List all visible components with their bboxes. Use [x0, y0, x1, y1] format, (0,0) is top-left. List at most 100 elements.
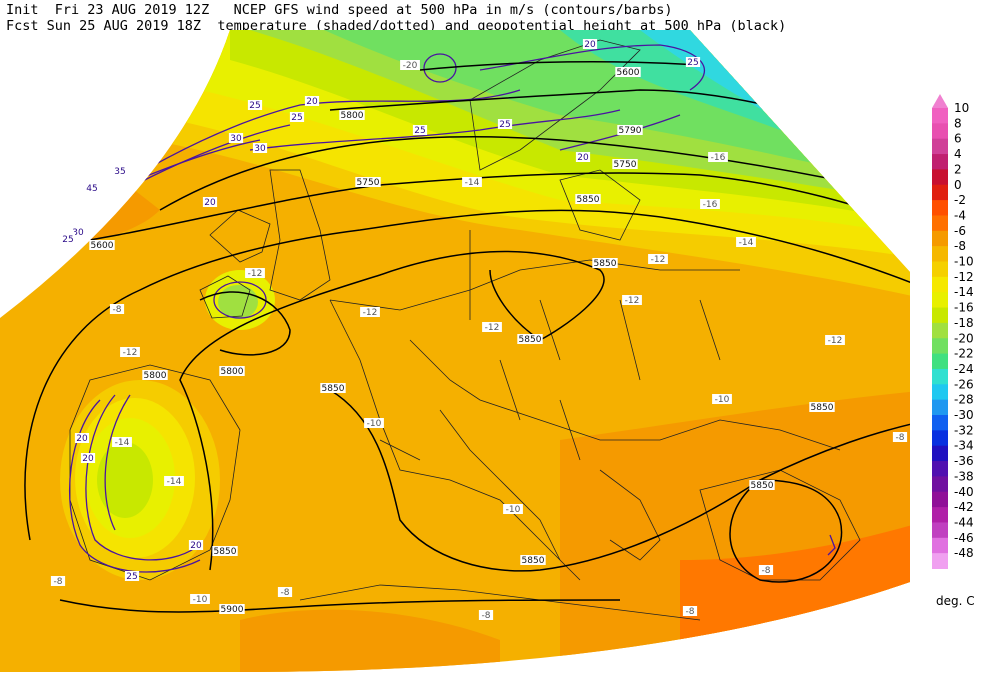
- colorbar-swatch: [932, 322, 948, 339]
- temperature-label-bg: [892, 432, 908, 442]
- colorbar-swatch: [932, 476, 948, 493]
- temperature-label: -8: [113, 305, 122, 315]
- temperature-label-bg: [700, 199, 720, 209]
- temperature-label: -16: [711, 153, 726, 163]
- colorbar-units-label: deg. C: [936, 594, 975, 608]
- colorbar-swatch: [932, 461, 948, 477]
- wind-speed-label: 25: [687, 58, 698, 68]
- temperature-label-bg: [190, 594, 210, 604]
- height-contour-label: 5850: [577, 195, 600, 205]
- temperature-label-bg: [478, 610, 494, 620]
- colorbar-level-label: -8: [954, 239, 966, 253]
- temperature-label: -12: [485, 323, 500, 333]
- temperature-label: -12: [625, 296, 640, 306]
- height-contour-label-bg: [89, 240, 115, 250]
- height-contour-label: 5850: [214, 547, 237, 557]
- temperature-label-bg: [360, 307, 380, 317]
- colorbar-swatch: [932, 276, 948, 293]
- wind-speed-label-bg: [412, 125, 428, 135]
- wind-speed-label: 25: [499, 120, 510, 130]
- colorbar-swatch: [932, 399, 948, 416]
- wind-speed-label-bg: [112, 166, 128, 176]
- colorbar-level-label: -26: [954, 377, 974, 391]
- temperature-label-bg: [482, 322, 502, 332]
- temperature-label-bg: [245, 268, 265, 278]
- wind-speed-label-bg: [228, 133, 244, 143]
- wind-speed-label: 25: [414, 126, 425, 136]
- temperature-labels: -12 -12 -12 -12 -12 -12 -12 -14 -14 -14 -14 -16 -16 -…: [50, 60, 908, 621]
- colorbar-level-label: -44: [954, 515, 974, 529]
- colorbar-level-label: -20: [954, 331, 974, 345]
- colorbar: 1086420-2-4-6-8-10-12-14-16-18-20-22-24-…: [932, 94, 974, 569]
- height-contour-label: 5850: [811, 403, 834, 413]
- height-contour-label-bg: [355, 177, 381, 187]
- temperature-label-bg: [758, 565, 774, 575]
- temperature-label: -16: [703, 200, 718, 210]
- wind-speed-label-bg: [582, 39, 598, 49]
- temperature-label: -12: [651, 255, 666, 265]
- wind-speed-label: 20: [82, 454, 94, 464]
- wind-speed-label-bg: [188, 540, 204, 550]
- temperature-label-bg: [682, 606, 698, 616]
- temperature-label: -10: [715, 395, 730, 405]
- wind-speed-label: 20: [204, 198, 216, 208]
- height-contour-label-bg: [219, 366, 245, 376]
- height-contour-label-bg: [612, 159, 638, 169]
- colorbar-swatch: [932, 384, 948, 401]
- height-contour-label: 5850: [519, 335, 542, 345]
- height-contour-label: 5790: [619, 126, 642, 136]
- temperature-label-bg: [164, 476, 184, 486]
- temperature-label-bg: [364, 418, 384, 428]
- colorbar-swatch: [932, 522, 948, 539]
- height-contour-label-bg: [142, 370, 168, 380]
- colorbar-swatch: [932, 123, 948, 140]
- colorbar-swatch: [932, 154, 948, 170]
- height-contour-label-bg: [749, 480, 775, 490]
- wind-speed-label-bg: [247, 100, 263, 110]
- temperature-label: -8: [281, 588, 290, 598]
- colorbar-swatch: [932, 491, 948, 508]
- height-contour-label-bg: [615, 67, 641, 77]
- temperature-label-bg: [708, 152, 728, 162]
- wind-speed-label: 35: [114, 167, 125, 177]
- wind-speed-label: 25: [249, 101, 260, 111]
- wind-speed-label-bg: [84, 183, 100, 193]
- temperature-label-bg: [120, 347, 140, 357]
- height-contour-label: 5750: [357, 178, 380, 188]
- temperature-label: -14: [167, 477, 182, 487]
- wind-speed-label: 45: [86, 184, 97, 194]
- colorbar-level-label: -46: [954, 531, 974, 545]
- temperature-label: -10: [367, 419, 382, 429]
- colorbar-level-label: -32: [954, 423, 974, 437]
- height-contour-label: 5850: [322, 384, 345, 394]
- temperature-label-bg: [712, 394, 732, 404]
- wind-speed-label: 30: [254, 144, 266, 154]
- colorbar-level-label: 10: [954, 101, 969, 115]
- temperature-label: -12: [363, 308, 378, 318]
- height-contour-label-bg: [517, 334, 543, 344]
- colorbar-swatch: [932, 292, 948, 309]
- colorbar-top-arrow: [932, 94, 948, 108]
- height-contour-label: 5850: [751, 481, 774, 491]
- height-contour-label-bg: [617, 125, 643, 135]
- wind-speed-label: 25: [291, 113, 302, 123]
- temperature-label: -8: [762, 566, 771, 576]
- temperature-label-bg: [648, 254, 668, 264]
- height-contour-label-bg: [575, 194, 601, 204]
- colorbar-level-label: -6: [954, 224, 966, 238]
- temperature-label: -14: [465, 178, 480, 188]
- colorbar-level-label: -4: [954, 208, 966, 222]
- temperature-label-bg: [462, 177, 482, 187]
- wind-speed-label: 20: [190, 541, 202, 551]
- temperature-label-bg: [277, 587, 293, 597]
- colorbar-swatch: [932, 415, 948, 431]
- colorbar-swatch: [932, 169, 948, 186]
- wind-speed-label: 20: [306, 97, 318, 107]
- temperature-label: -12: [828, 336, 843, 346]
- colorbar-level-label: -22: [954, 347, 974, 361]
- colorbar-level-label: 6: [954, 132, 962, 146]
- temperature-label: -20: [403, 61, 418, 71]
